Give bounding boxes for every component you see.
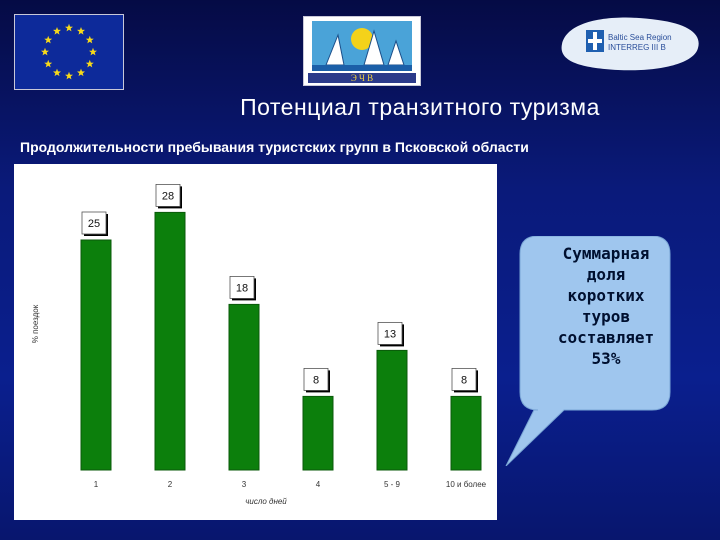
eu-star-icon — [41, 47, 49, 56]
callout-line: составляет — [557, 328, 655, 347]
x-tick-label: 5 - 9 — [384, 480, 401, 489]
callout-line: 53% — [591, 349, 621, 368]
interreg-logo: Baltic Sea Region INTERREG III B — [558, 12, 704, 76]
bar — [154, 211, 186, 471]
eu-star-icon — [77, 27, 85, 35]
callout-bubble — [505, 236, 671, 466]
callout-line: туров — [581, 307, 631, 326]
bar — [376, 349, 408, 471]
eu-star-icon — [53, 27, 61, 35]
eu-star-icon — [44, 35, 53, 44]
ships-logo-text: Э Ч В — [351, 73, 373, 83]
slide-title: Потенциал транзитного туризма — [240, 94, 600, 120]
x-tick-label: 1 — [94, 480, 99, 489]
data-label: 28 — [162, 190, 174, 202]
data-label: 25 — [88, 218, 100, 230]
x-tick-label: 10 и более — [446, 480, 487, 489]
ships-logo: Э Ч В — [303, 16, 421, 86]
data-label-box — [303, 367, 329, 391]
interreg-logo-line2: INTERREG III B — [608, 43, 666, 52]
bar — [450, 395, 482, 471]
interreg-logo-line1: Baltic Sea Region — [608, 33, 672, 42]
data-label-box — [155, 183, 181, 207]
eu-star-icon — [53, 68, 61, 77]
data-label-box — [81, 211, 107, 235]
x-tick-label: 4 — [316, 480, 321, 489]
data-label: 8 — [313, 374, 319, 386]
bar — [80, 239, 112, 471]
callout-line: доля — [586, 265, 626, 284]
x-axis-label: число дней — [245, 497, 287, 506]
eu-star-icon — [65, 23, 73, 32]
eu-star-icon — [85, 59, 94, 68]
bar — [302, 395, 334, 471]
data-label: 13 — [384, 328, 396, 340]
data-label: 18 — [236, 282, 248, 294]
bar-chart: 25 1 28 2 18 3 8 4 13 5 - 9 8 10 и более % поездок … — [14, 164, 497, 520]
callout-line: Суммарная — [562, 244, 650, 263]
eu-star-icon — [85, 35, 94, 44]
x-tick-label: 2 — [168, 480, 173, 489]
data-label: 8 — [461, 374, 467, 386]
eu-star-icon — [44, 59, 53, 68]
data-label-box — [451, 367, 477, 391]
bar — [228, 303, 260, 471]
eu-star-icon — [77, 68, 85, 77]
data-label-box — [377, 321, 403, 345]
y-axis-label: % поездок — [31, 304, 40, 343]
eu-star-icon — [89, 47, 97, 56]
chart-subtitle: Продолжительности пребывания туристских … — [20, 139, 529, 155]
x-tick-label: 3 — [242, 480, 247, 489]
eu-flag-logo — [14, 14, 124, 90]
callout-line: коротких — [567, 286, 645, 305]
eu-star-icon — [65, 71, 73, 80]
callout-text: Суммарная доля коротких туров составляет 53% — [525, 243, 687, 369]
data-label-box — [229, 276, 255, 299]
